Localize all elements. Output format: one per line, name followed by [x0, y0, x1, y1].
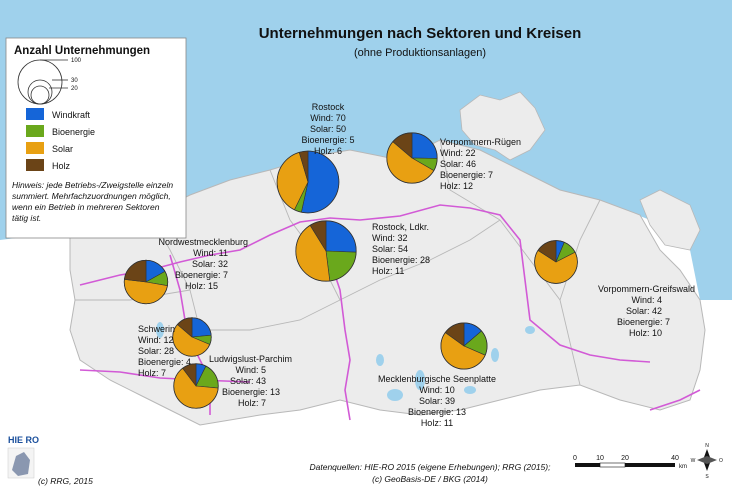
svg-text:Rostock, Ldkr.: Rostock, Ldkr. — [372, 222, 429, 232]
copyright: (c) RRG, 2015 — [38, 476, 93, 486]
svg-text:Holz: 12: Holz: 12 — [440, 181, 473, 191]
pie-outline-vorpommern-greifswald — [534, 240, 578, 284]
island-ruegen — [459, 91, 546, 161]
svg-text:Bioenergie: 7: Bioenergie: 7 — [175, 270, 228, 280]
legend-swatch-bioenergie — [26, 125, 44, 137]
label-schwerin: Schwerin Wind: 12 Solar: 28 Bioenergie: … — [138, 324, 191, 378]
svg-text:Solar: 54: Solar: 54 — [372, 244, 408, 254]
svg-text:Solar: 43: Solar: 43 — [230, 376, 266, 386]
legend-hint-line-1: Hinweis: jede Betriebs-/Zweigstelle einz… — [12, 180, 173, 190]
label-vorpommern-greifswald: Vorpommern-Greifswald Wind: 4 Solar: 42 … — [598, 284, 695, 338]
svg-text:Ludwigslust-Parchim: Ludwigslust-Parchim — [209, 354, 292, 364]
svg-text:Holz: 10: Holz: 10 — [629, 328, 662, 338]
svg-text:Solar: 42: Solar: 42 — [626, 306, 662, 316]
svg-text:Holz: 7: Holz: 7 — [238, 398, 266, 408]
map-subtitle: (ohne Produktionsanlagen) — [354, 47, 486, 59]
legend-swatch-solar — [26, 142, 44, 154]
svg-text:Solar: 39: Solar: 39 — [419, 396, 455, 406]
svg-text:km: km — [679, 464, 687, 470]
label-rostock-ldkr: Rostock, Ldkr. Wind: 32 Solar: 54 Bioene… — [372, 222, 430, 276]
legend-hint-line-2: summiert. Mehrfachzuordnungen möglich, — [12, 191, 171, 201]
legend-size-20: 20 — [71, 86, 78, 92]
svg-text:Bioenergie: 28: Bioenergie: 28 — [372, 255, 430, 265]
svg-text:Vorpommern-Greifswald: Vorpommern-Greifswald — [598, 284, 695, 294]
logo-hiero: HIE RO — [8, 435, 39, 445]
svg-text:Bioenergie: 13: Bioenergie: 13 — [222, 387, 280, 397]
pie-outline-mecklenburgische-seenplatte — [440, 322, 488, 370]
svg-text:Bioenergie: 7: Bioenergie: 7 — [440, 170, 493, 180]
svg-text:S: S — [705, 474, 709, 480]
legend-label-windkraft: Windkraft — [52, 110, 91, 120]
north-arrow-icon: N O S W — [691, 443, 723, 480]
svg-text:Wind: 11: Wind: 11 — [193, 248, 228, 258]
sources-line-2: (c) GeoBasis-DE / BKG (2014) — [372, 474, 488, 484]
legend-label-solar: Solar — [52, 144, 73, 154]
svg-text:Nordwestmecklenburg: Nordwestmecklenburg — [158, 237, 248, 247]
legend-hint-line-4: tätig ist. — [12, 213, 41, 223]
legend-label-bioenergie: Bioenergie — [52, 127, 95, 137]
svg-text:Solar: 50: Solar: 50 — [310, 124, 346, 134]
pie-outline-vorpommern-rügen — [386, 132, 438, 184]
svg-text:Wind: 12: Wind: 12 — [138, 335, 174, 345]
island-usedom — [639, 189, 701, 251]
legend-swatch-holz — [26, 159, 44, 171]
svg-text:Solar: 32: Solar: 32 — [192, 259, 228, 269]
svg-text:N: N — [705, 443, 709, 449]
label-nordwestmecklenburg: Nordwestmecklenburg Wind: 11 Solar: 32 B… — [158, 237, 248, 291]
logo-mv-emblem — [7, 447, 35, 479]
svg-text:10: 10 — [596, 455, 604, 462]
legend-title: Anzahl Unternehmungen — [14, 45, 150, 57]
legend-hint-line-3: wenn ein Betrieb in mehreren Sektoren — [12, 202, 160, 212]
sources-line-1: Datenquellen: HIE-RO 2015 (eigene Erhebu… — [310, 462, 552, 472]
pie-outline-rostock-ldkr — [295, 220, 357, 282]
svg-text:Holz: 11: Holz: 11 — [421, 418, 453, 428]
legend-swatch-windkraft — [26, 108, 44, 120]
svg-text:Wind: 22: Wind: 22 — [440, 148, 476, 158]
svg-text:Wind: 10: Wind: 10 — [419, 385, 455, 395]
svg-text:0: 0 — [573, 455, 577, 462]
svg-text:Wind: 4: Wind: 4 — [631, 295, 662, 305]
svg-text:Solar: 46: Solar: 46 — [440, 159, 476, 169]
legend: Anzahl Unternehmungen 100 30 20 Windkraf… — [5, 37, 187, 239]
svg-text:Rostock: Rostock — [312, 102, 345, 112]
svg-text:40: 40 — [671, 455, 679, 462]
svg-text:Holz: 6: Holz: 6 — [314, 146, 342, 156]
label-rostock: Rostock Wind: 70 Solar: 50 Bioenergie: 5… — [301, 102, 354, 156]
legend-label-holz: Holz — [52, 161, 71, 171]
label-vorpommern-ruegen: Vorpommern-Rügen Wind: 22 Solar: 46 Bioe… — [440, 137, 521, 191]
svg-text:20: 20 — [621, 455, 629, 462]
pie-outline-schwerin — [172, 317, 212, 357]
svg-text:Solar: 28: Solar: 28 — [138, 346, 174, 356]
legend-size-circles — [17, 59, 68, 105]
svg-text:Holz: 7: Holz: 7 — [138, 368, 166, 378]
svg-text:Bioenergie: 5: Bioenergie: 5 — [301, 135, 354, 145]
svg-text:O: O — [719, 458, 723, 464]
pie-outline-nordwestmecklenburg — [123, 259, 169, 305]
label-ludwigslust-parchim: Ludwigslust-Parchim Wind: 5 Solar: 43 Bi… — [209, 354, 292, 408]
lakes — [156, 322, 535, 401]
pie-outline-ludwigslust-parchim — [173, 363, 219, 409]
mainland-mv — [69, 139, 706, 426]
svg-text:Mecklenburgische Seenplatte: Mecklenburgische Seenplatte — [378, 374, 496, 384]
label-mecklenburgische-seenplatte: Mecklenburgische Seenplatte Wind: 10 Sol… — [378, 374, 496, 428]
legend-size-30: 30 — [71, 78, 78, 84]
svg-text:Holz: 11: Holz: 11 — [372, 266, 404, 276]
pie-outline-rostock — [276, 150, 340, 214]
svg-text:W: W — [691, 458, 696, 464]
svg-text:Vorpommern-Rügen: Vorpommern-Rügen — [440, 137, 521, 147]
svg-text:Wind: 70: Wind: 70 — [310, 113, 346, 123]
svg-text:Bioenergie: 13: Bioenergie: 13 — [408, 407, 466, 417]
svg-text:Bioenergie: 7: Bioenergie: 7 — [617, 317, 670, 327]
scale-bar: 0 10 20 40 km — [573, 455, 687, 470]
svg-text:Wind: 32: Wind: 32 — [372, 233, 408, 243]
legend-size-100: 100 — [71, 58, 82, 64]
district-pies — [123, 132, 578, 409]
svg-text:Bioenergie: 4: Bioenergie: 4 — [138, 357, 191, 367]
svg-text:Schwerin: Schwerin — [138, 324, 175, 334]
svg-text:Holz: 15: Holz: 15 — [185, 281, 218, 291]
svg-text:Wind: 5: Wind: 5 — [235, 365, 266, 375]
map-title: Unternehmungen nach Sektoren und Kreisen — [259, 25, 582, 42]
